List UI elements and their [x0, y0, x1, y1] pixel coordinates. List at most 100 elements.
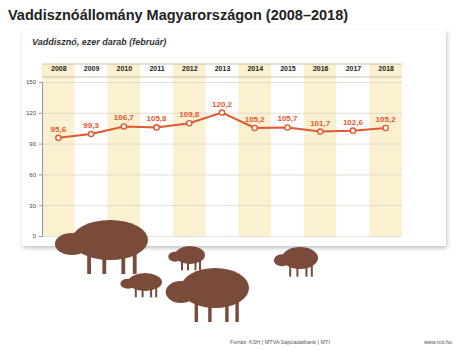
- column-band: [369, 64, 402, 236]
- x-tick: 2018: [378, 65, 394, 74]
- point: [383, 125, 388, 130]
- point: [88, 131, 93, 136]
- boar-leg: [187, 260, 189, 270]
- boar-leg: [289, 265, 291, 277]
- boar-leg: [181, 260, 183, 270]
- y-tick-label: 90: [29, 141, 36, 147]
- x-tick: 2015: [280, 65, 296, 74]
- x-tick-label: 2013: [215, 65, 231, 72]
- x-tick: 2011: [149, 65, 164, 74]
- y-tick-mark: [39, 205, 42, 206]
- boar-leg: [195, 260, 197, 270]
- x-tick: 2008: [51, 65, 67, 74]
- grid-tick: [42, 144, 402, 145]
- y-axis-line: [39, 83, 43, 237]
- grid-line: [42, 144, 402, 145]
- header-line: [42, 77, 402, 78]
- point: [219, 110, 224, 115]
- y-tick: 60: [29, 172, 42, 178]
- x-tick-label: 2014: [247, 65, 263, 72]
- source: Forrás: KSH | MTVA Sajtóadatbank | MTI: [230, 339, 330, 345]
- grid-tick: [42, 82, 402, 83]
- point: [252, 125, 257, 130]
- column-bands: [42, 64, 402, 236]
- boar-leg: [121, 252, 125, 274]
- x-tick-label: 2017: [346, 65, 362, 72]
- x-tick-label: 2012: [182, 65, 198, 72]
- x-tick-label: 2018: [378, 65, 394, 72]
- y-tick-mark: [39, 113, 42, 114]
- plot-area: [56, 110, 388, 140]
- x-tick: 2009: [84, 65, 100, 74]
- x-tick: 2016: [313, 65, 329, 74]
- x-tick: 2010: [117, 65, 133, 74]
- y-tick-label: 0: [33, 233, 37, 239]
- y-tick: 30: [29, 203, 42, 209]
- x-tick-label: 2016: [313, 65, 329, 72]
- boar-leg: [305, 265, 307, 277]
- y-tick-mark: [39, 144, 42, 145]
- grid-line: [42, 174, 402, 175]
- boar-leg: [87, 252, 91, 274]
- point: [350, 128, 355, 133]
- data-label: 120,2: [212, 100, 233, 109]
- grid-line: [42, 205, 402, 206]
- column-band: [206, 64, 239, 236]
- point: [154, 125, 159, 130]
- panel: [22, 30, 446, 246]
- column-band: [238, 64, 271, 236]
- y-tick-mark: [39, 174, 42, 175]
- point: [285, 125, 290, 130]
- y-tick-mark: [39, 236, 42, 237]
- boar-leg: [135, 287, 137, 297]
- data-label: 99,3: [83, 121, 99, 130]
- background: [0, 0, 459, 351]
- boar-leg: [155, 287, 157, 297]
- data-label: 109,8: [179, 110, 200, 119]
- boar-head: [274, 254, 290, 266]
- boar-leg: [208, 300, 211, 322]
- x-tick-label: 2015: [280, 65, 296, 72]
- point: [121, 124, 126, 129]
- x-tick: 2017: [346, 65, 362, 74]
- column-band: [75, 64, 108, 236]
- y-tick: 90: [29, 141, 42, 147]
- data-label: 106,7: [114, 113, 135, 122]
- data-label: 105,2: [376, 115, 397, 124]
- data-label: 105,8: [147, 114, 168, 123]
- column-band: [271, 64, 304, 236]
- x-tick-label: 2009: [84, 65, 100, 72]
- y-tick-label: 120: [26, 110, 37, 116]
- y-tick: 120: [26, 110, 42, 116]
- x-tick: 2013: [215, 65, 231, 74]
- boar-leg: [195, 300, 198, 322]
- data-label: 105,2: [245, 115, 266, 124]
- point: [187, 121, 192, 126]
- y-tick-mark: [39, 82, 42, 83]
- grid-tick: [42, 174, 402, 175]
- grid-line: [42, 82, 402, 83]
- x-axis: 2008 2009 2010 2011 2012 2013 2014 2015 2016 2017…: [51, 65, 394, 74]
- grid: [42, 83, 402, 237]
- boar-leg: [199, 260, 201, 270]
- boar-leg: [225, 300, 228, 322]
- boar-illustration: [55, 220, 318, 322]
- data-labels: 95,699,3106,7105,8109,8120,2105,2105,710…: [51, 100, 397, 134]
- x-tick-label: 2011: [149, 65, 164, 72]
- column-band: [42, 64, 75, 236]
- x-tick: 2012: [182, 65, 198, 74]
- data-label: 101,7: [310, 119, 331, 128]
- boar-leg: [150, 287, 152, 297]
- title: Vaddisznóállomány Magyarországon (2008–2…: [8, 7, 348, 23]
- y-tick-label: 60: [29, 172, 36, 178]
- y-tick-label: 30: [29, 203, 36, 209]
- x-tick-label: 2010: [117, 65, 133, 72]
- subtitle: Vaddisznó, ezer darab (február): [32, 37, 166, 47]
- point: [56, 135, 61, 140]
- series-line: [58, 113, 385, 138]
- boar-leg: [235, 300, 238, 322]
- boar-head: [168, 252, 182, 262]
- column-band: [107, 64, 140, 236]
- column-band: [140, 64, 173, 236]
- boar-leg: [311, 265, 313, 277]
